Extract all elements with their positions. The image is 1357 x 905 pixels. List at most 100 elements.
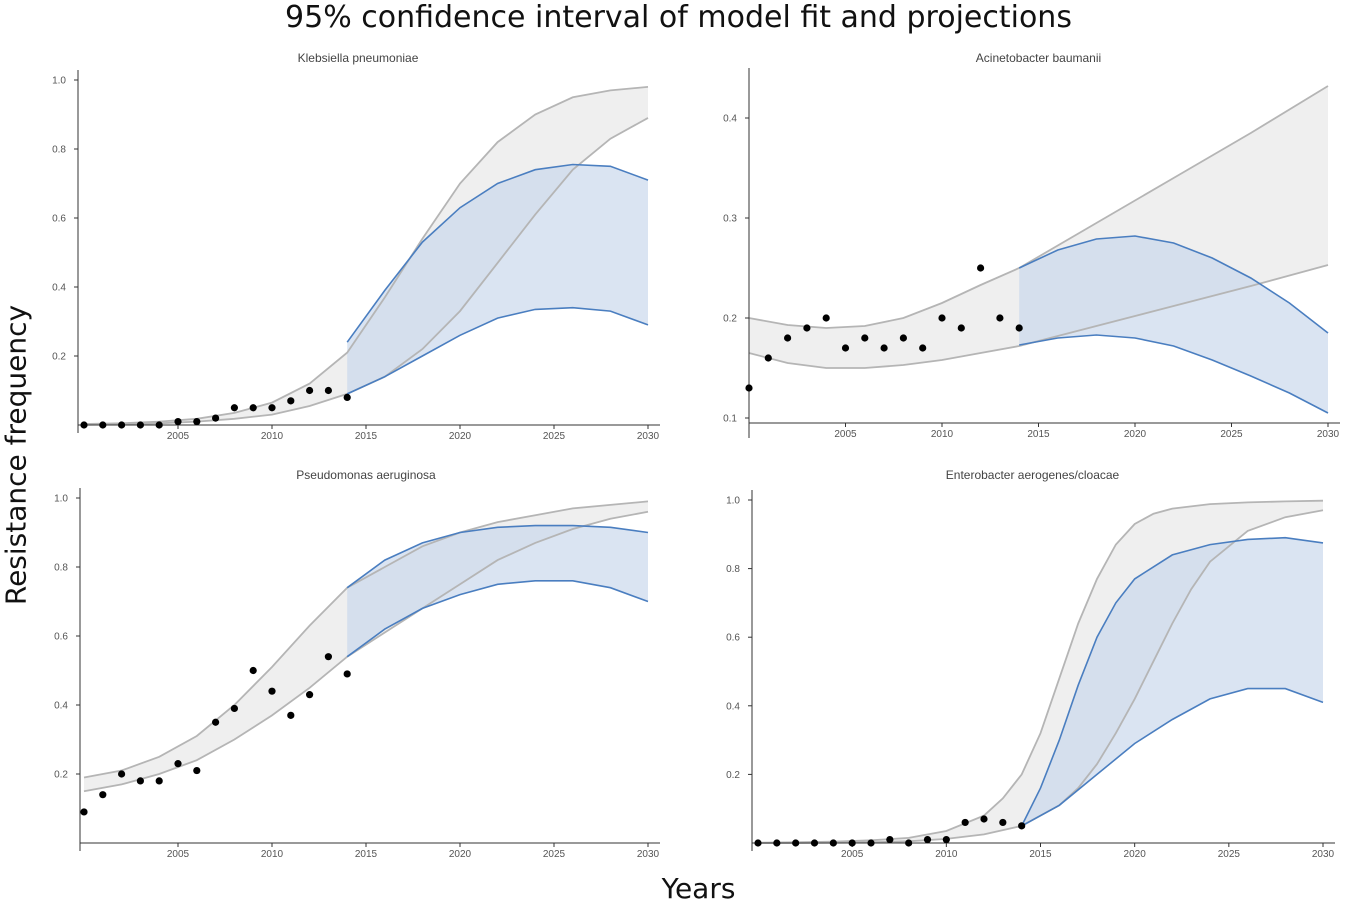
x-tick-label: 2030: [1312, 849, 1335, 860]
observed-data-point: [118, 421, 126, 429]
observed-data-point: [919, 344, 927, 352]
y-tick-label: 0.2: [52, 352, 66, 363]
observed-data-point: [99, 421, 107, 429]
observed-data-point: [268, 404, 276, 412]
panel-3: 2005 2010 2015 2020 2025 2030 0.2 0.4 0.6 0.8 1.0 P…: [54, 468, 660, 860]
fit-upper-bound-line: [83, 500, 649, 779]
projection-lower-bound-line: [346, 580, 649, 658]
observed-data-point: [343, 670, 351, 678]
observed-data-point: [306, 691, 314, 699]
fit-lower-bound-line: [758, 509, 1324, 844]
chart-title: 95% confidence interval of model fit and…: [285, 0, 1072, 35]
observed-data-point: [212, 414, 220, 422]
observed-data-point: [193, 766, 201, 775]
projection-upper-bound-line: [1020, 536, 1324, 827]
fit-lower-bound-line: [748, 264, 1329, 369]
panel-title: Klebsiella pneumoniae: [298, 51, 419, 65]
observed-data-point: [155, 421, 163, 429]
observed-data-point: [80, 808, 88, 816]
panel-4: 2005 2010 2015 2020 2025 2030 0.2 0.4 0.6 0.8 1.0 E…: [726, 468, 1335, 860]
x-tick-label: 2015: [355, 849, 378, 860]
observed-data-point: [174, 760, 182, 768]
observed-data-point: [841, 344, 850, 352]
observed-data-point: [136, 777, 144, 785]
projection-confidence-band: [1021, 537, 1323, 826]
projection-confidence-band: [1019, 236, 1328, 413]
x-tick-label: 2015: [355, 431, 378, 442]
y-tick-label: 0.6: [726, 633, 740, 644]
y-tick-label: 0.3: [723, 214, 737, 225]
x-tick-label: 2010: [931, 429, 954, 440]
x-axis-title: Years: [661, 872, 736, 905]
observed-data-point: [230, 704, 238, 713]
observed-data-point: [999, 818, 1007, 827]
observed-data-point: [99, 791, 107, 799]
fit-upper-bound-line: [748, 85, 1329, 329]
projection-lower-bound-line: [1021, 687, 1324, 827]
panel-title: Enterobacter aerogenes/cloacae: [946, 468, 1120, 482]
observed-data-point: [923, 835, 932, 844]
observed-data-point: [324, 653, 332, 661]
projection-upper-bound-line: [346, 163, 649, 343]
observed-data-point: [324, 386, 332, 395]
observed-data-point: [886, 835, 894, 844]
observed-data-point: [1018, 822, 1026, 830]
y-tick-label: 0.2: [54, 770, 68, 781]
x-tick-label: 2030: [1317, 429, 1340, 440]
observed-data-point: [268, 687, 276, 695]
observed-data-point: [803, 324, 811, 332]
y-axis-title: Resistance frequency: [0, 304, 33, 606]
observed-data-point: [1015, 324, 1023, 332]
x-tick-label: 2015: [1029, 849, 1052, 860]
x-tick-label: 2025: [1218, 849, 1241, 860]
observed-data-point: [745, 384, 753, 392]
observed-data-point: [118, 770, 126, 778]
x-tick-label: 2005: [834, 429, 857, 440]
observed-data-point: [155, 777, 163, 785]
observed-data-point: [810, 839, 819, 847]
x-tick-label: 2005: [841, 849, 864, 860]
observed-data-point: [306, 386, 314, 395]
observed-data-point: [938, 314, 946, 322]
observed-data-point: [957, 324, 965, 332]
observed-data-point: [249, 404, 257, 412]
projection-upper-bound-line: [346, 524, 649, 589]
panel-1: 2005 2010 2015 2020 2025 2030 0.2 0.4 0.6 0.8 1.0 K…: [52, 51, 660, 442]
observed-data-point: [792, 839, 800, 847]
x-tick-label: 2005: [167, 431, 190, 442]
observed-data-point: [249, 666, 257, 675]
panel-title: Pseudomonas aeruginosa: [296, 468, 436, 482]
observed-data-point: [899, 334, 908, 342]
observed-data-point: [977, 264, 985, 272]
observed-data-point: [230, 404, 238, 412]
projection-lower-bound-line: [1019, 334, 1329, 414]
x-tick-label: 2020: [1124, 429, 1147, 440]
x-tick-label: 2025: [543, 431, 566, 442]
projection-upper-bound-line: [1018, 235, 1329, 334]
y-tick-label: 0.1: [723, 414, 737, 425]
y-tick-label: 0.6: [52, 214, 66, 225]
observed-data-point: [848, 839, 856, 847]
x-tick-label: 2010: [261, 431, 284, 442]
observed-data-point: [961, 818, 969, 827]
y-tick-label: 0.8: [52, 145, 66, 156]
y-tick-label: 0.2: [723, 314, 737, 325]
fit-confidence-band: [84, 501, 648, 792]
fit-upper-bound-line: [757, 499, 1324, 844]
y-tick-label: 0.8: [54, 563, 68, 574]
observed-data-point: [174, 417, 182, 426]
observed-data-point: [829, 839, 837, 847]
y-tick-label: 1.0: [726, 496, 740, 507]
projection-confidence-band: [347, 525, 648, 657]
x-tick-label: 2020: [449, 849, 472, 860]
y-tick-label: 1.0: [54, 494, 68, 505]
x-tick-label: 2010: [261, 849, 284, 860]
x-tick-label: 2010: [935, 849, 958, 860]
observed-data-point: [996, 314, 1004, 322]
fit-confidence-band: [84, 86, 648, 425]
observed-data-point: [287, 397, 295, 405]
panel-title: Acinetobacter baumanii: [976, 51, 1101, 65]
observed-data-point: [822, 314, 830, 322]
observed-data-point: [784, 334, 792, 342]
